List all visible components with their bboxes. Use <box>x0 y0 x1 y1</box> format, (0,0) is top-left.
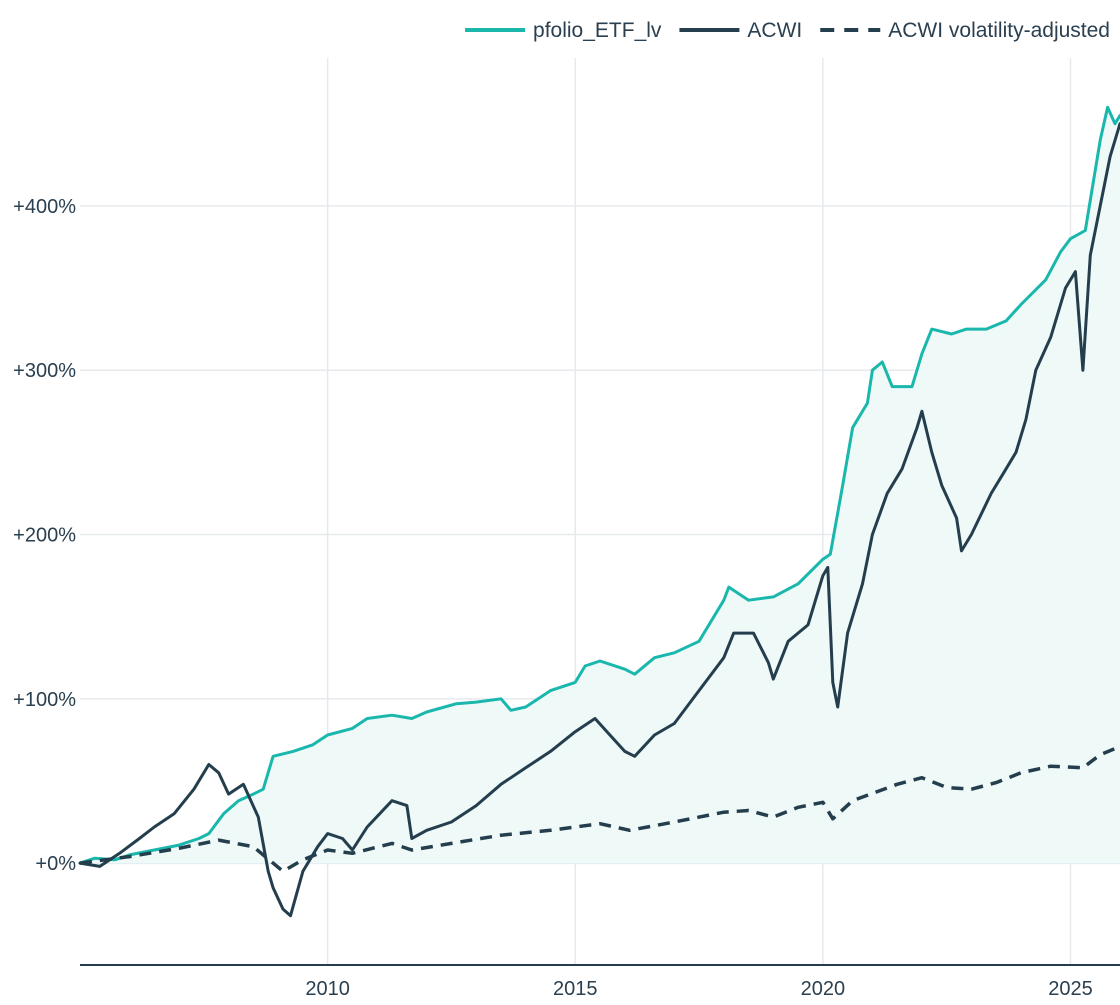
legend-label: ACWI <box>747 19 802 42</box>
series-line <box>79 744 1120 874</box>
axis-layer: +0% +100% +200% +300% +400% 2010 2015 2020 2025 <box>13 196 1120 1000</box>
legend-label: ACWI volatility-adjusted <box>888 19 1110 42</box>
y-tick-label: +100% <box>13 689 76 711</box>
legend: pfolio_ETF_lv ACWI ACWI volatility-adjuste… <box>465 19 1110 42</box>
fill-layer <box>80 107 1120 864</box>
x-tick-label: 2015 <box>553 978 598 1000</box>
series-layer <box>78 105 1120 918</box>
x-tick-label: 2010 <box>305 978 350 1000</box>
series-line <box>78 122 1120 918</box>
series-area-fill <box>80 107 1120 864</box>
y-tick-label: +400% <box>13 196 76 218</box>
y-tick-label: +0% <box>35 853 76 875</box>
y-tick-label: +300% <box>13 360 76 382</box>
x-tick-label: 2025 <box>1048 978 1093 1000</box>
series-line <box>78 105 1120 865</box>
legend-label: pfolio_ETF_lv <box>533 19 662 42</box>
y-tick-label: +200% <box>13 525 76 547</box>
x-tick-label: 2020 <box>801 978 846 1000</box>
